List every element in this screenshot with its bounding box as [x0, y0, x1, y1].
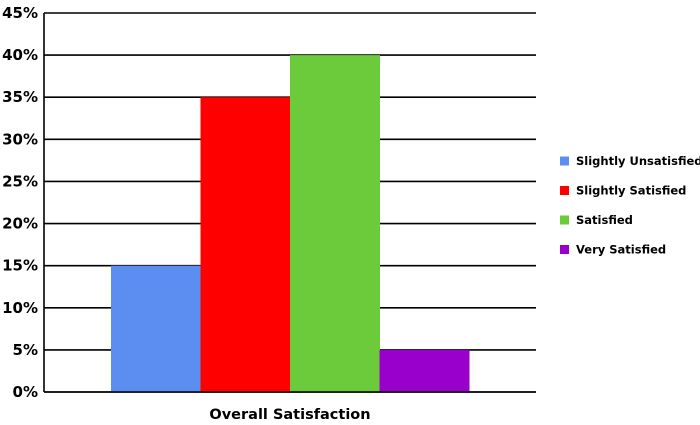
legend-label: Satisfied [576, 213, 633, 227]
y-tick-label: 5% [13, 341, 38, 359]
bar-satisfied [290, 55, 380, 392]
bar-slightly-satisfied [200, 97, 291, 392]
y-tick-label: 10% [2, 299, 38, 317]
y-tick-label: 30% [2, 130, 38, 148]
bar-very-satisfied [379, 349, 470, 392]
legend-label: Slightly Satisfied [576, 184, 686, 198]
legend-swatch [560, 245, 569, 254]
y-tick-label: 35% [2, 88, 38, 106]
legend-label: Very Satisfied [576, 243, 666, 257]
bar-slightly-unsatisfied [111, 265, 201, 392]
y-tick-label: 40% [2, 46, 38, 64]
y-tick-label: 25% [2, 172, 38, 190]
y-axis: 0% 5% 10% 15% 20% 25% 30% 35% 40% 45% [2, 4, 45, 401]
legend: Slightly Unsatisfied Slightly Satisfied Sa… [560, 154, 700, 257]
y-tick-label: 15% [2, 257, 38, 275]
legend-swatch [560, 215, 569, 225]
x-axis-title: Overall Satisfaction [209, 407, 370, 423]
legend-swatch [560, 186, 569, 195]
bars [44, 55, 536, 393]
y-tick-label: 20% [2, 215, 38, 233]
y-tick-label: 0% [13, 383, 38, 401]
legend-swatch [560, 156, 569, 166]
legend-label: Slightly Unsatisfied [576, 154, 700, 168]
y-tick-label: 45% [2, 4, 38, 22]
